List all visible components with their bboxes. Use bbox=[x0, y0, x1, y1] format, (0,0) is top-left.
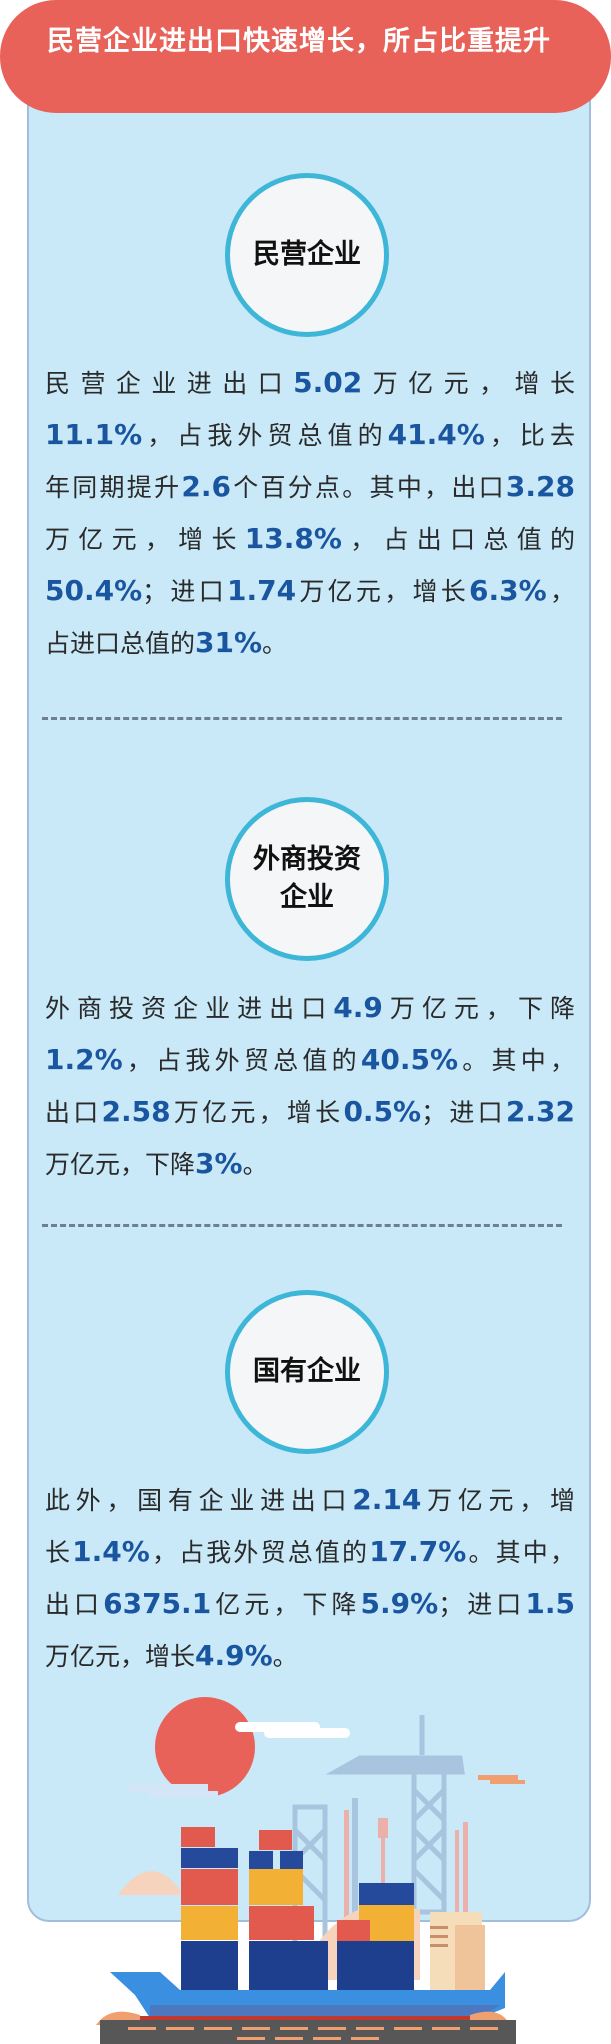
paragraph-line: 外商投资企业进出口4.9万亿元，下降 bbox=[45, 982, 575, 1034]
text-segment: 。 bbox=[262, 629, 288, 658]
container-stack bbox=[181, 1827, 414, 1990]
text-segment: ，占我外贸总值的 bbox=[149, 1538, 370, 1567]
text-segment: 万亿元，增长 bbox=[45, 1642, 196, 1671]
cloud-icon bbox=[235, 1722, 350, 1738]
text-segment: ，占我外贸总值的 bbox=[122, 1046, 361, 1075]
cargo-ship-port-icon bbox=[96, 1697, 525, 2044]
text-segment: 万亿元，增长 bbox=[45, 525, 245, 554]
text-segment: 万亿元，增 bbox=[421, 1486, 575, 1515]
sun-icon bbox=[155, 1697, 255, 1797]
highlighted-figure: 6.3% bbox=[469, 574, 547, 607]
text-segment: 。其中， bbox=[458, 1046, 575, 1075]
highlighted-figure: 2.32 bbox=[505, 1095, 575, 1128]
text-segment: 占进口总值的 bbox=[45, 629, 196, 658]
text-segment: ；进口 bbox=[421, 1098, 506, 1127]
text-segment: 万亿元，下降 bbox=[45, 1150, 196, 1179]
text-segment: 外商投资企业进出口 bbox=[45, 994, 334, 1023]
paragraph-line: 万亿元，下降3%。 bbox=[45, 1138, 575, 1190]
highlighted-figure: 5.9% bbox=[360, 1587, 439, 1620]
highlighted-figure: 1.5 bbox=[525, 1587, 575, 1620]
highlighted-figure: 0.5% bbox=[343, 1095, 422, 1128]
paragraph-line: 长1.4%，占我外贸总值的17.7%。其中， bbox=[45, 1526, 575, 1578]
text-segment: 此外，国有企业进出口 bbox=[45, 1486, 353, 1515]
highlighted-figure: 3% bbox=[195, 1147, 243, 1180]
badge-label: 外商投资企业 bbox=[253, 844, 361, 913]
text-segment: 长 bbox=[45, 1538, 73, 1567]
text-segment: ， bbox=[546, 577, 575, 606]
paragraph-line: 万亿元，增长13.8%，占出口总值的 bbox=[45, 513, 575, 565]
text-segment: 。其中， bbox=[466, 1538, 575, 1567]
highlighted-figure: 17.7% bbox=[369, 1535, 467, 1568]
text-segment: 出口 bbox=[45, 1098, 102, 1127]
paragraph-line: 50.4%；进口1.74万亿元，增长6.3%， bbox=[45, 565, 575, 617]
section-badge-state-owned-enterprise: 国有企业 bbox=[225, 1290, 389, 1454]
section-paragraph-private-enterprise: 民营企业进出口5.02万亿元，增长 11.1%，占我外贸总值的41.4%，比去 年同… bbox=[45, 357, 575, 669]
highlighted-figure: 40.5% bbox=[360, 1043, 458, 1076]
highlighted-figure: 2.14 bbox=[352, 1483, 422, 1516]
highlighted-figure: 4.9 bbox=[333, 991, 383, 1024]
highlighted-figure: 3.28 bbox=[505, 470, 575, 503]
text-segment: 万亿元，增长 bbox=[170, 1098, 344, 1127]
highlighted-figure: 31% bbox=[195, 626, 263, 659]
highlighted-figure: 1.2% bbox=[45, 1043, 123, 1076]
paragraph-line: 此外，国有企业进出口2.14万亿元，增 bbox=[45, 1474, 575, 1526]
highlighted-figure: 13.8% bbox=[244, 522, 342, 555]
ship-bridge-icon bbox=[430, 1912, 485, 1990]
text-segment: 。 bbox=[272, 1642, 298, 1671]
paragraph-line: 出口2.58万亿元，增长0.5%；进口2.32 bbox=[45, 1086, 575, 1138]
page-title: 民营企业进出口快速增长，所占比重提升 bbox=[0, 0, 611, 113]
section-paragraph-state-owned-enterprise: 此外，国有企业进出口2.14万亿元，增 长1.4%，占我外贸总值的17.7%。其中… bbox=[45, 1474, 575, 1682]
highlighted-figure: 1.4% bbox=[72, 1535, 150, 1568]
badge-label: 民营企业 bbox=[253, 239, 361, 270]
text-segment: 出口 bbox=[45, 1590, 104, 1619]
content-panel bbox=[27, 80, 591, 1922]
road-icon bbox=[100, 2020, 516, 2044]
text-segment: 年同期提升 bbox=[45, 473, 182, 502]
divider bbox=[42, 1224, 562, 1227]
text-segment: ，比去 bbox=[484, 421, 575, 450]
paragraph-line: 占进口总值的31%。 bbox=[45, 617, 575, 669]
highlighted-figure: 41.4% bbox=[387, 418, 485, 451]
paragraph-line: 年同期提升2.6个百分点。其中，出口3.28 bbox=[45, 461, 575, 513]
highlighted-figure: 6375.1 bbox=[103, 1587, 212, 1620]
text-segment: 万亿元，增长 bbox=[362, 369, 575, 398]
section-badge-foreign-invested-enterprise: 外商投资企业 bbox=[225, 797, 389, 961]
highlighted-figure: 4.9% bbox=[195, 1639, 273, 1672]
highlighted-figure: 1.74 bbox=[226, 574, 297, 607]
text-segment: ；进口 bbox=[142, 577, 227, 606]
highlighted-figure: 2.6 bbox=[181, 470, 231, 503]
paragraph-line: 11.1%，占我外贸总值的41.4%，比去 bbox=[45, 409, 575, 461]
text-segment: 万亿元，下降 bbox=[382, 994, 575, 1023]
badge-label: 国有企业 bbox=[253, 1356, 361, 1387]
paragraph-line: 出口6375.1亿元，下降5.9%；进口1.5 bbox=[45, 1578, 575, 1630]
chimney-icon bbox=[344, 1810, 468, 1932]
paragraph-line: 万亿元，增长4.9%。 bbox=[45, 1630, 575, 1682]
highlighted-figure: 5.02 bbox=[293, 366, 363, 399]
text-segment: ，占我外贸总值的 bbox=[142, 421, 388, 450]
text-segment: 个百分点。其中，出口 bbox=[230, 473, 506, 502]
highlighted-figure: 11.1% bbox=[45, 418, 143, 451]
text-segment: 亿元，下降 bbox=[211, 1590, 361, 1619]
section-paragraph-foreign-invested-enterprise: 外商投资企业进出口4.9万亿元，下降 1.2%，占我外贸总值的40.5%。其中，出… bbox=[45, 982, 575, 1190]
text-segment: 万亿元，增长 bbox=[296, 577, 470, 606]
cloud-icon bbox=[478, 1775, 525, 1784]
text-segment: 民营企业进出口 bbox=[45, 369, 294, 398]
section-badge-private-enterprise: 民营企业 bbox=[225, 173, 389, 337]
paragraph-line: 1.2%，占我外贸总值的40.5%。其中， bbox=[45, 1034, 575, 1086]
text-segment: 。 bbox=[242, 1150, 268, 1179]
highlighted-figure: 50.4% bbox=[45, 574, 143, 607]
highlighted-figure: 2.58 bbox=[101, 1095, 171, 1128]
text-segment: ；进口 bbox=[438, 1590, 526, 1619]
paragraph-line: 民营企业进出口5.02万亿元，增长 bbox=[45, 357, 575, 409]
divider bbox=[42, 717, 562, 720]
cloud-icon bbox=[128, 1784, 218, 1798]
text-segment: ，占出口总值的 bbox=[341, 525, 575, 554]
